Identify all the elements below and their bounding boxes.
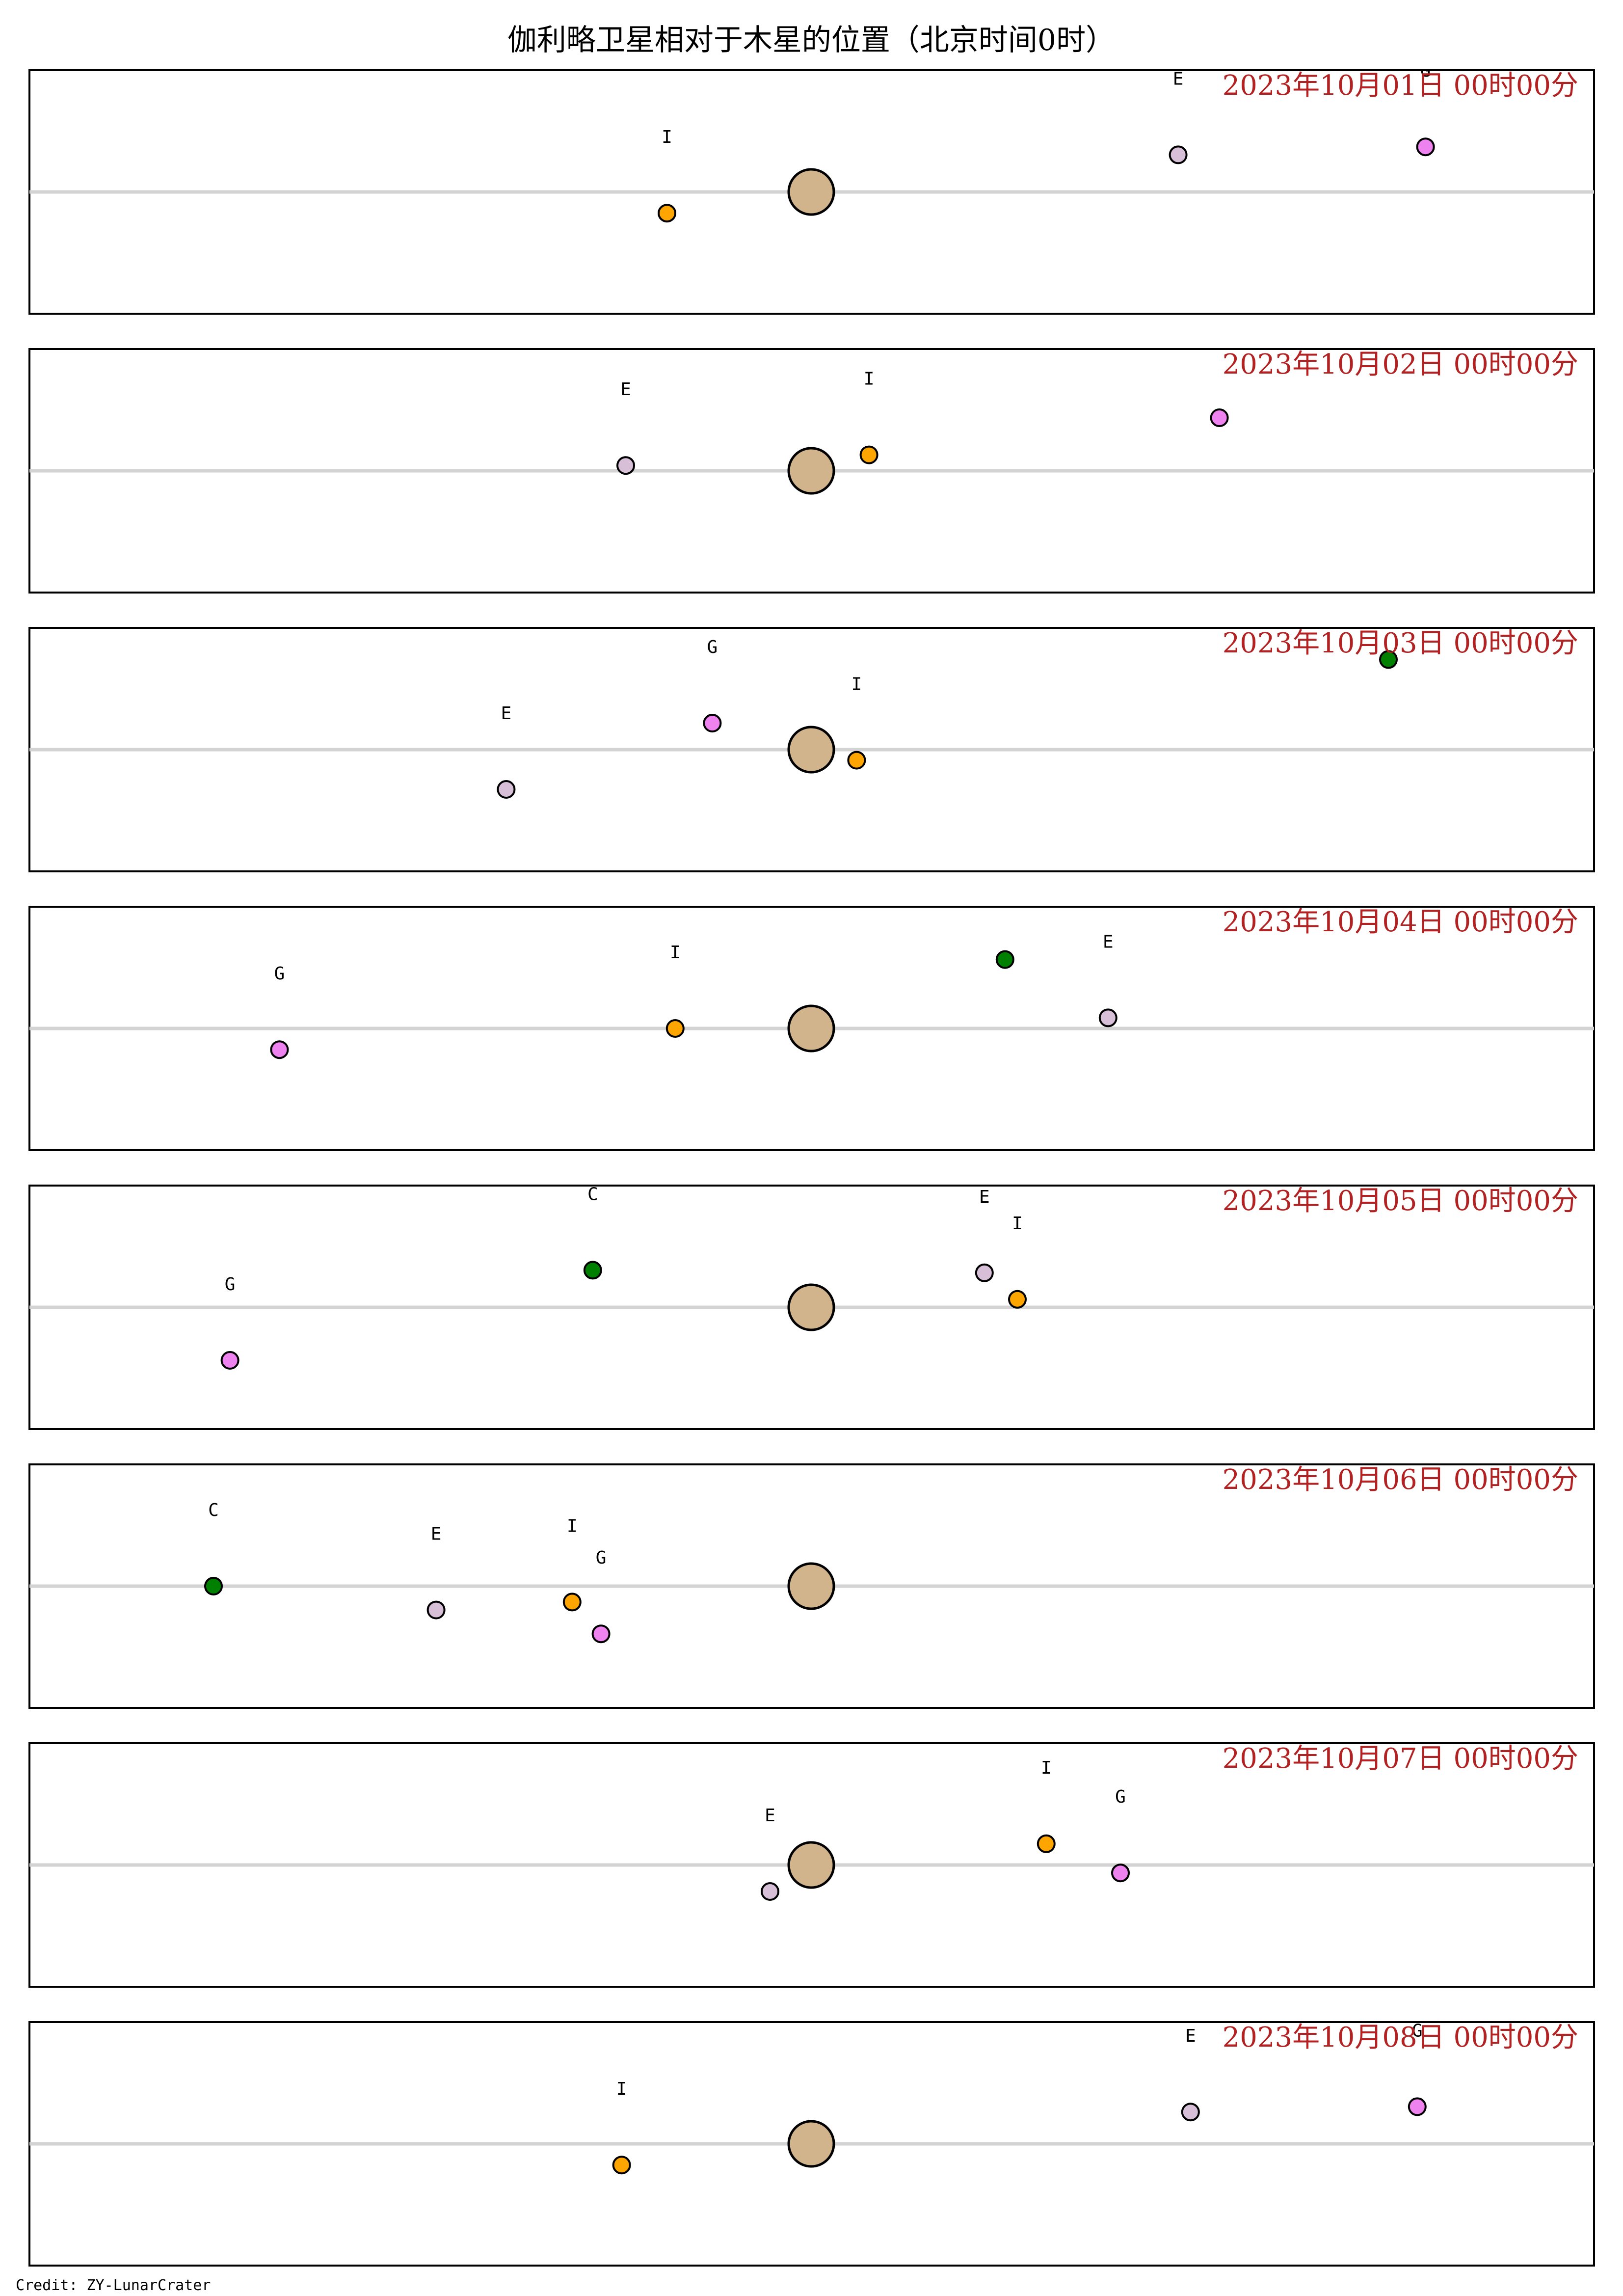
moon-label-io: I — [851, 675, 862, 695]
moon-point-europa — [497, 780, 516, 799]
moon-label-ganymede: G — [274, 964, 285, 984]
moon-label-europa: E — [1185, 2026, 1196, 2046]
moon-label-callisto: C — [587, 1184, 598, 1204]
moon-point-ganymede — [703, 714, 722, 732]
moon-label-europa: E — [765, 1806, 775, 1826]
moon-point-callisto — [1379, 650, 1398, 669]
panel-date: 2023年10月07日 00时00分 — [1223, 1743, 1578, 1775]
credit-text: Credit: ZY-LunarCrater — [16, 2277, 211, 2294]
panel-date: 2023年10月02日 00时00分 — [1223, 349, 1578, 380]
panel: I E G C 2023年10月04日 00时00分 — [28, 874, 1595, 1151]
panel: IEGC2023年10月07日 00时00分 — [28, 1742, 1595, 1988]
moon-label-io: I — [1041, 1758, 1052, 1778]
jupiter-disk — [787, 168, 835, 216]
moon-point-ganymede — [1210, 408, 1229, 427]
jupiter-disk — [787, 1841, 835, 1889]
moon-point-europa — [1098, 1008, 1117, 1027]
moon-point-io — [847, 751, 866, 770]
moon-label-callisto: C — [208, 1500, 219, 1520]
moon-point-io — [665, 1019, 685, 1038]
panel-date: 2023年10月01日 00时00分 — [1223, 70, 1578, 102]
moon-point-europa — [1181, 2103, 1200, 2122]
moon-point-callisto — [583, 1261, 602, 1280]
moon-label-europa: E — [620, 379, 631, 400]
moon-label-ganymede: G — [1214, 332, 1225, 352]
moon-label-io: I — [616, 2079, 627, 2099]
panel-date: 2023年10月08日 00时00分 — [1223, 2022, 1578, 2053]
moon-label-europa: E — [431, 1524, 442, 1544]
jupiter-disk — [787, 1283, 835, 1331]
panel: IEGC2023年10月03日 00时00分 — [28, 627, 1595, 872]
moon-label-ganymede: G — [596, 1548, 607, 1568]
moon-point-io — [1037, 1834, 1056, 1853]
moon-label-ganymede: G — [225, 1274, 236, 1295]
moon-point-ganymede — [270, 1040, 289, 1059]
moon-label-ganymede: G — [707, 637, 718, 657]
moon-point-europa — [616, 456, 635, 475]
moon-point-callisto — [995, 950, 1014, 969]
panel: IEGC2023年10月08日 00时00分 — [28, 2021, 1595, 2267]
moon-label-io: I — [1012, 1214, 1023, 1234]
panel-date: 2023年10月04日 00时00分 — [1223, 906, 1578, 938]
moon-point-io — [1008, 1290, 1027, 1309]
moon-point-io — [562, 1593, 582, 1612]
moon-point-io — [859, 445, 878, 464]
panel: IEGC2023年10月01日 00时00分 — [28, 61, 1595, 315]
moon-point-callisto — [204, 1577, 223, 1595]
moon-point-europa — [975, 1263, 994, 1282]
moon-point-ganymede — [220, 1351, 239, 1370]
moon-point-europa — [1169, 145, 1188, 164]
panel-date: 2023年10月03日 00时00分 — [1223, 627, 1578, 659]
moon-point-io — [612, 2156, 631, 2175]
moon-label-callisto: C — [1000, 874, 1011, 894]
moon-point-ganymede — [1111, 1864, 1130, 1883]
page-title: 伽利略卫星相对于木星的位置（北京时间0时） — [507, 23, 1115, 57]
moon-label-ganymede: G — [1420, 61, 1431, 81]
moon-label-europa: E — [979, 1187, 990, 1207]
moon-label-europa: E — [1173, 69, 1184, 89]
moon-label-io: I — [670, 943, 681, 963]
moon-point-europa — [426, 1600, 446, 1620]
moon-point-ganymede — [1408, 2097, 1427, 2116]
moon-point-europa — [761, 1882, 779, 1901]
moon-point-io — [658, 204, 676, 223]
panel: IEGC2023年10月02日 00时00分 — [28, 332, 1595, 594]
moon-label-ganymede: G — [1115, 1787, 1126, 1807]
jupiter-disk — [787, 2120, 835, 2168]
panel: I E G C 2023年10月06日 00时00分 — [28, 1463, 1595, 1709]
jupiter-disk — [787, 1562, 835, 1610]
moon-label-europa: E — [501, 703, 512, 724]
moon-point-ganymede — [591, 1624, 611, 1644]
moon-label-europa: E — [1103, 932, 1114, 952]
panel-date: 2023年10月05日 00时00分 — [1223, 1185, 1578, 1217]
jupiter-disk — [787, 726, 835, 774]
panels-group: I E G C 2023年10月01日 00时00分 I E G C 2023年10月02日 00… — [28, 61, 1595, 2267]
panel: I E G C 2023年10月05日 00时00分 — [28, 1184, 1595, 1430]
panel-date: 2023年10月06日 00时00分 — [1223, 1464, 1578, 1496]
moon-point-ganymede — [1416, 137, 1435, 157]
moon-label-io: I — [567, 1516, 578, 1536]
moon-label-io: I — [662, 127, 672, 147]
jupiter-disk — [787, 447, 835, 495]
jupiter-disk — [787, 1004, 835, 1053]
moon-label-ganymede: G — [1412, 2021, 1423, 2041]
moon-label-io: I — [864, 369, 875, 389]
